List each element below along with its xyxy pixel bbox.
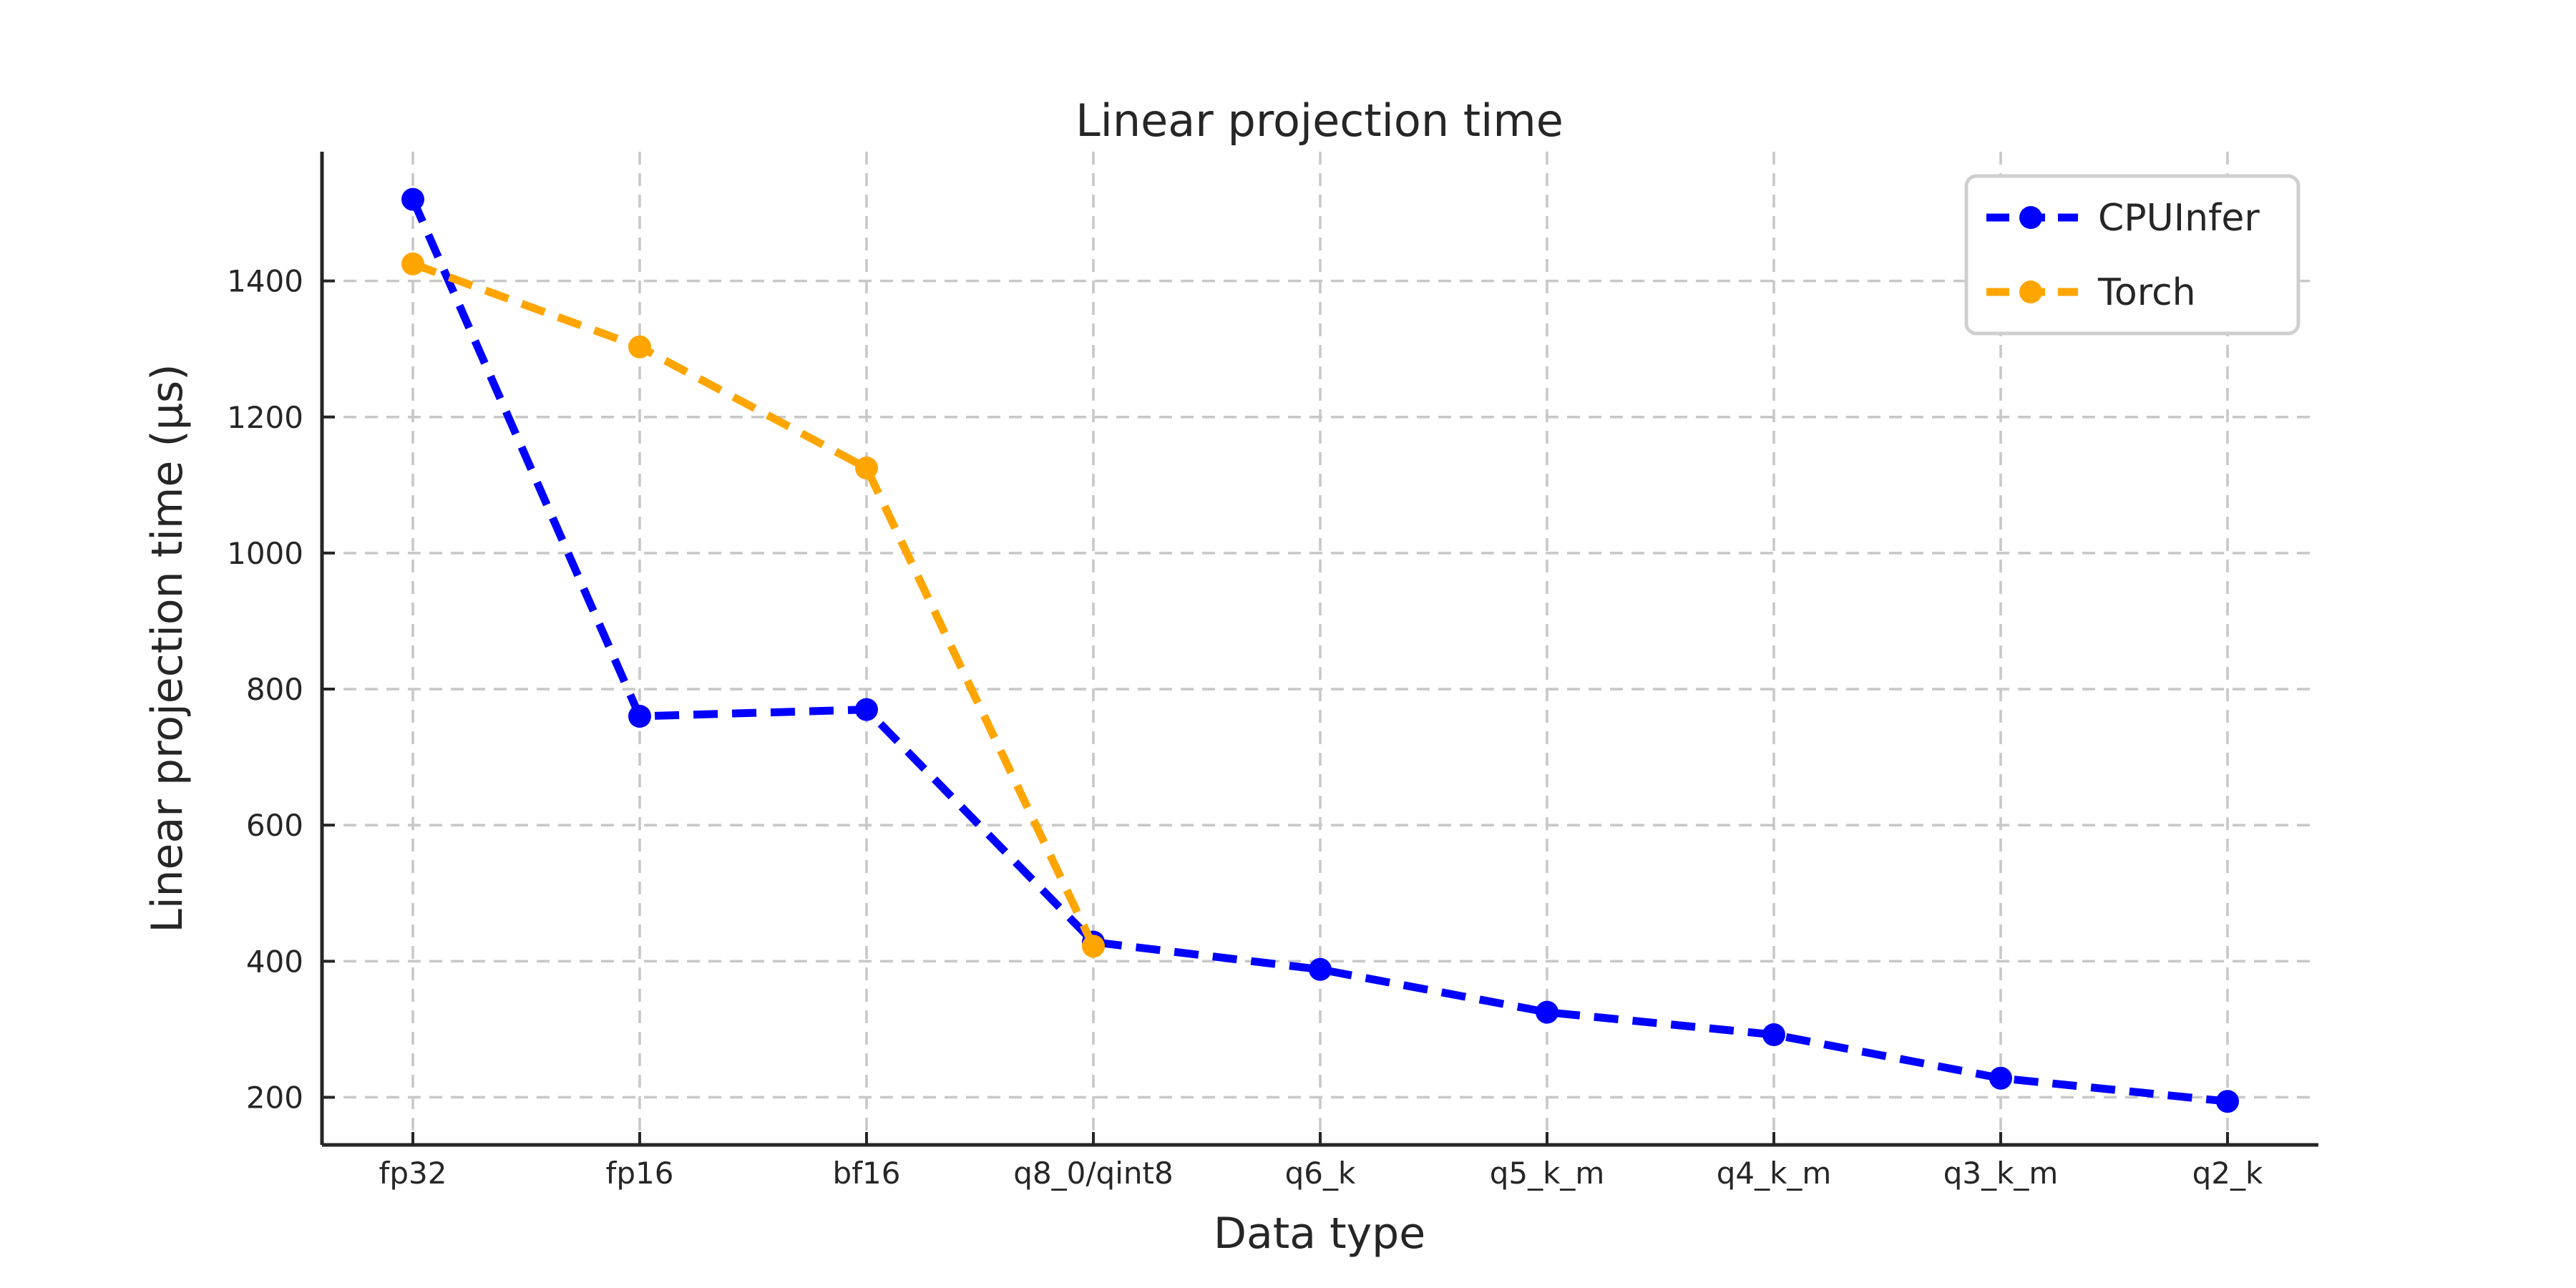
data-point-cpuinfer bbox=[628, 705, 651, 728]
data-point-cpuinfer bbox=[401, 187, 424, 211]
data-point-cpuinfer bbox=[1536, 1000, 1558, 1024]
legend: CPUInfer Torch bbox=[1964, 174, 2301, 336]
x-tick-label: q6_k bbox=[1285, 1156, 1356, 1191]
x-tick-label: q2_k bbox=[2192, 1156, 2263, 1191]
y-axis-ticks: 200 400 600 800 1000 1200 1400 bbox=[227, 264, 335, 1115]
y-tick-label: 800 bbox=[246, 672, 303, 707]
legend-marker bbox=[2019, 206, 2042, 229]
data-point-cpuinfer bbox=[1309, 957, 1332, 981]
series-line-torch bbox=[411, 260, 1097, 948]
x-tick-label: q5_k_m bbox=[1490, 1156, 1605, 1191]
data-point-cpuinfer bbox=[1762, 1023, 1785, 1046]
series-line-cpuinfer bbox=[409, 197, 2228, 1106]
data-point-torch bbox=[855, 457, 878, 479]
y-tick-label: 1200 bbox=[227, 400, 303, 435]
x-axis-label: Data type bbox=[1214, 1209, 1425, 1259]
x-tick-label: fp16 bbox=[606, 1156, 674, 1191]
x-tick-label: bf16 bbox=[833, 1156, 901, 1191]
data-point-torch bbox=[1082, 935, 1105, 958]
legend-label: Torch bbox=[2097, 271, 2196, 314]
y-tick-label: 1400 bbox=[227, 264, 303, 299]
x-tick-label: fp32 bbox=[379, 1156, 447, 1191]
x-axis-ticks: fp32 fp16 bf16 q8_0/qint8 q6_k q5_k_m q4_k_m q3… bbox=[379, 1132, 2263, 1191]
data-point-cpuinfer bbox=[2216, 1090, 2239, 1113]
data-point-cpuinfer bbox=[1989, 1066, 2012, 1090]
x-tick-label: q3_k_m bbox=[1943, 1156, 2059, 1191]
plot-series bbox=[401, 187, 2239, 1113]
y-axis-label: Linear projection time (µs) bbox=[142, 364, 192, 932]
y-tick-label: 400 bbox=[246, 944, 303, 979]
y-tick-label: 1000 bbox=[227, 536, 303, 571]
legend-marker bbox=[2019, 280, 2042, 303]
x-tick-label: q8_0/qint8 bbox=[1013, 1156, 1173, 1191]
data-point-torch bbox=[628, 335, 651, 358]
data-point-cpuinfer bbox=[855, 698, 878, 721]
data-point-torch bbox=[401, 252, 424, 275]
legend-box bbox=[1964, 174, 2301, 336]
y-tick-label: 200 bbox=[246, 1080, 303, 1115]
chart-title: Linear projection time bbox=[1075, 94, 1563, 147]
legend-label: CPUInfer bbox=[2098, 197, 2260, 240]
y-tick-label: 600 bbox=[246, 808, 303, 843]
x-tick-label: q4_k_m bbox=[1717, 1156, 1832, 1191]
legend-items: CPUInfer Torch bbox=[1986, 197, 2260, 314]
